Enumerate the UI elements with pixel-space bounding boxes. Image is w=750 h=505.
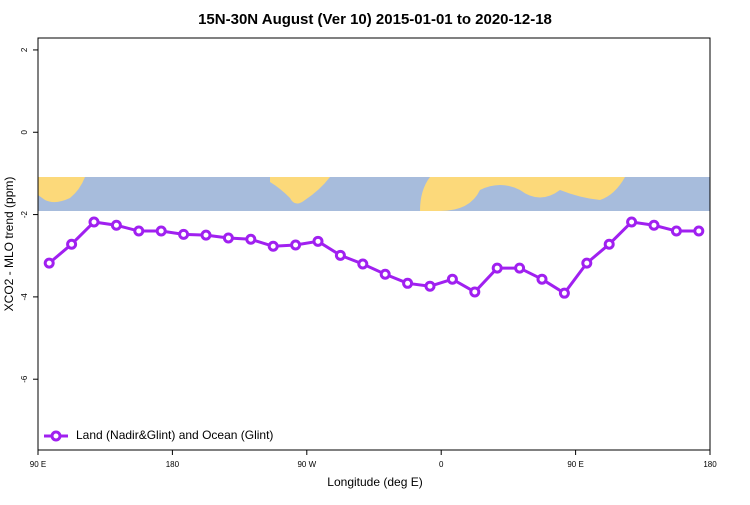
x-tick-label: 90 W: [297, 460, 316, 469]
point: [66, 238, 78, 250]
point: [133, 225, 145, 237]
point: [446, 273, 458, 285]
point: [648, 219, 660, 231]
x-tick-label: 90 E: [30, 460, 46, 469]
point: [178, 228, 190, 240]
point: [626, 216, 638, 228]
y-axis-label: XCO2 - MLO trend (ppm): [2, 177, 16, 312]
point: [200, 229, 212, 241]
point: [603, 238, 615, 250]
point: [357, 258, 369, 270]
y-tick-label: 0: [20, 129, 29, 134]
point: [379, 268, 391, 280]
point: [88, 216, 100, 228]
point: [491, 262, 503, 274]
chart-title: 15N-30N August (Ver 10) 2015-01-01 to 20…: [198, 11, 552, 28]
point: [155, 225, 167, 237]
point: [693, 225, 705, 237]
point: [558, 287, 570, 299]
y-tick-label: -2: [20, 210, 29, 218]
point: [402, 277, 414, 289]
point: [290, 239, 302, 251]
legend-marker: [50, 430, 62, 442]
point: [536, 273, 548, 285]
plot-frame: [37, 37, 711, 451]
point: [312, 235, 324, 247]
legend-label: Land (Nadir&Glint) and Ocean (Glint): [76, 428, 273, 442]
x-tick-label: 180: [703, 460, 717, 469]
x-tick-label: 0: [439, 460, 444, 469]
y-tick-label: -6: [20, 375, 29, 383]
point: [222, 232, 234, 244]
y-tick-label: 2: [20, 47, 29, 52]
point: [469, 286, 481, 298]
point: [334, 249, 346, 261]
point: [110, 219, 122, 231]
x-axis-label: Longitude (deg E): [327, 475, 422, 489]
point: [581, 257, 593, 269]
point: [670, 225, 682, 237]
y-tick-label: -4: [20, 293, 29, 301]
x-tick-label: 180: [166, 460, 180, 469]
point: [424, 280, 436, 292]
x-tick-label: 90 E: [567, 460, 583, 469]
point: [245, 233, 257, 245]
point: [43, 257, 55, 269]
point: [514, 262, 526, 274]
map-band: [38, 177, 710, 211]
point: [267, 240, 279, 252]
